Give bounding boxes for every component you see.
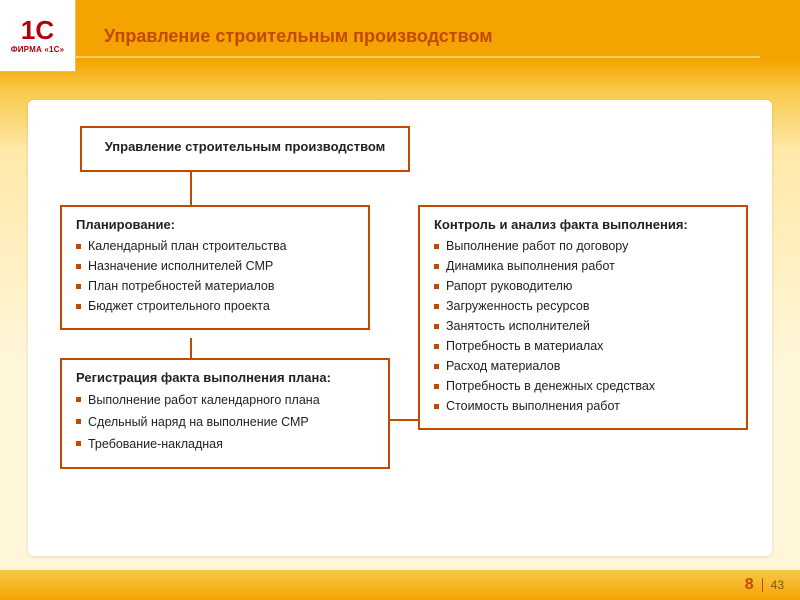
slide-title: Управление строительным производством bbox=[76, 26, 493, 47]
list-item: Назначение исполнителей СМР bbox=[76, 256, 354, 276]
box-list: Выполнение работ календарного планаСдель… bbox=[76, 389, 374, 455]
page-current: 8 bbox=[745, 576, 754, 594]
list-item: План потребностей материалов bbox=[76, 276, 354, 296]
connector bbox=[190, 170, 192, 205]
box-control: Контроль и анализ факта выполнения: Выпо… bbox=[418, 205, 748, 430]
box-title: Планирование: bbox=[76, 217, 354, 232]
list-item: Бюджет строительного проекта bbox=[76, 296, 354, 316]
title-underline bbox=[76, 56, 760, 58]
box-planning: Планирование: Календарный план строитель… bbox=[60, 205, 370, 330]
list-item: Занятость исполнителей bbox=[434, 316, 732, 336]
footer: 8 43 bbox=[0, 570, 800, 600]
box-list: Выполнение работ по договоруДинамика вып… bbox=[434, 236, 732, 416]
list-item: Потребность в денежных средствах bbox=[434, 376, 732, 396]
list-item: Стоимость выполнения работ bbox=[434, 396, 732, 416]
list-item: Динамика выполнения работ bbox=[434, 256, 732, 276]
list-item: Выполнение работ календарного плана bbox=[76, 389, 374, 411]
brand-glyph: 1C bbox=[21, 17, 54, 43]
header: 1C ФИРМА «1С» Управление строительным пр… bbox=[0, 0, 800, 72]
page-total: 43 bbox=[771, 578, 784, 592]
list-item: Выполнение работ по договору bbox=[434, 236, 732, 256]
box-list: Календарный план строительстваНазначение… bbox=[76, 236, 354, 316]
page-separator bbox=[762, 578, 763, 592]
list-item: Рапорт руководителю bbox=[434, 276, 732, 296]
list-item: Расход материалов bbox=[434, 356, 732, 376]
connector bbox=[190, 338, 192, 360]
brand-caption: ФИРМА «1С» bbox=[11, 45, 65, 54]
box-title: Регистрация факта выполнения плана: bbox=[76, 370, 374, 385]
list-item: Сдельный наряд на выполнение СМР bbox=[76, 411, 374, 433]
box-title: Контроль и анализ факта выполнения: bbox=[434, 217, 732, 232]
list-item: Календарный план строительства bbox=[76, 236, 354, 256]
box-root-title: Управление строительным производством bbox=[80, 126, 410, 172]
list-item: Загруженность ресурсов bbox=[434, 296, 732, 316]
list-item: Требование-накладная bbox=[76, 433, 374, 455]
list-item: Потребность в материалах bbox=[434, 336, 732, 356]
brand-logo: 1C ФИРМА «1С» bbox=[0, 0, 76, 72]
box-registration: Регистрация факта выполнения плана: Выпо… bbox=[60, 358, 390, 469]
box-title: Управление строительным производством bbox=[105, 139, 386, 154]
